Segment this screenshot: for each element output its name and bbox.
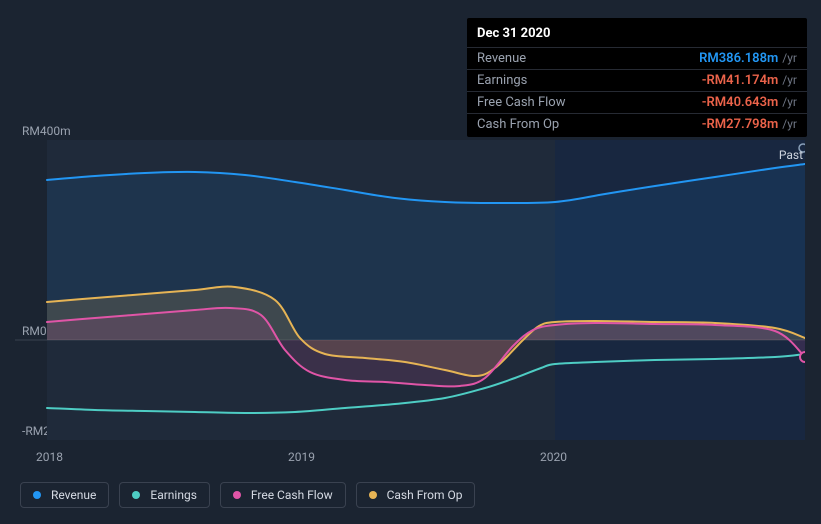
chart-plot[interactable] xyxy=(15,140,805,440)
x-tick: 2018 xyxy=(36,450,63,464)
tooltip-panel: Dec 31 2020 Revenue RM386.188m /yr Earni… xyxy=(467,18,807,137)
legend-label: Free Cash Flow xyxy=(251,488,333,502)
tooltip-unit: /yr xyxy=(782,95,797,110)
chart-container: { "tooltip": { "date": "Dec 31 2020", "r… xyxy=(0,0,821,524)
legend-dot xyxy=(233,491,241,499)
legend-dot xyxy=(132,491,140,499)
x-tick: 2020 xyxy=(540,450,567,464)
legend-dot xyxy=(33,491,41,499)
tooltip-value: RM386.188m xyxy=(699,51,782,66)
tooltip-label: Revenue xyxy=(477,51,699,66)
tooltip-row-revenue: Revenue RM386.188m /yr xyxy=(467,47,807,69)
tooltip-label: Free Cash Flow xyxy=(477,95,702,110)
legend-item-cfo[interactable]: Cash From Op xyxy=(356,482,476,508)
legend-label: Cash From Op xyxy=(387,488,463,502)
tooltip-unit: /yr xyxy=(782,51,797,66)
legend-item-earnings[interactable]: Earnings xyxy=(119,482,210,508)
legend-dot xyxy=(369,491,377,499)
tooltip-unit: /yr xyxy=(782,117,797,132)
legend-label: Revenue xyxy=(51,488,96,502)
legend: Revenue Earnings Free Cash Flow Cash Fro… xyxy=(20,482,475,508)
tooltip-row-cfo: Cash From Op -RM27.798m /yr xyxy=(467,113,807,135)
legend-item-fcf[interactable]: Free Cash Flow xyxy=(220,482,346,508)
chart-svg xyxy=(15,140,805,440)
legend-item-revenue[interactable]: Revenue xyxy=(20,482,109,508)
tooltip-label: Cash From Op xyxy=(477,117,702,132)
tooltip-value: -RM41.174m xyxy=(702,73,783,88)
tooltip-date: Dec 31 2020 xyxy=(467,24,807,47)
x-tick: 2019 xyxy=(288,450,315,464)
legend-label: Earnings xyxy=(150,488,197,502)
tooltip-row-fcf: Free Cash Flow -RM40.643m /yr xyxy=(467,91,807,113)
tooltip-label: Earnings xyxy=(477,73,702,88)
tooltip-row-earnings: Earnings -RM41.174m /yr xyxy=(467,69,807,91)
tooltip-value: -RM40.643m xyxy=(702,95,783,110)
tooltip-value: -RM27.798m xyxy=(702,117,783,132)
tooltip-unit: /yr xyxy=(782,73,797,88)
past-label: Past xyxy=(779,148,803,162)
y-tick-top: RM400m xyxy=(22,124,71,138)
